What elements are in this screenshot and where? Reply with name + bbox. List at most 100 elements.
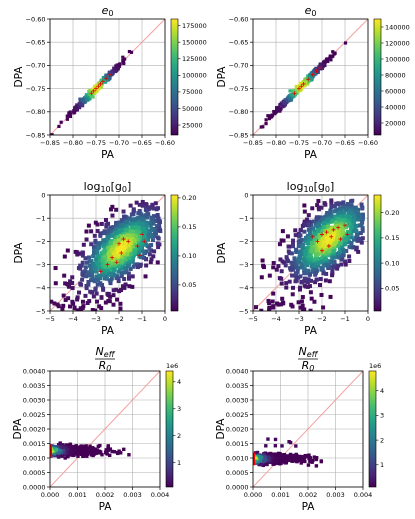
scatter-point: [260, 258, 265, 263]
scatter-point: [106, 291, 111, 296]
scatter-point: [133, 222, 138, 227]
scatter-point: [321, 63, 325, 67]
scatter-point: [360, 228, 365, 233]
scatter-point: [294, 276, 299, 281]
scatter-point: [84, 93, 88, 97]
highlight-marker: [104, 76, 109, 81]
scatter-point: [313, 69, 318, 74]
scatter-point: [325, 263, 330, 268]
scatter-point: [98, 233, 103, 238]
scatter-point: [148, 221, 153, 226]
scatter-point: [128, 203, 133, 208]
highlight-marker: [329, 234, 334, 239]
scatter-point: [336, 263, 341, 268]
colorbar-tick-label: 2: [177, 432, 181, 440]
scatter-point: [305, 240, 310, 245]
scatter-point: [282, 459, 287, 463]
scatter-point: [344, 236, 349, 241]
scatter-point: [103, 218, 108, 223]
scatter-point: [339, 262, 344, 267]
scatter-point: [344, 206, 349, 211]
colorbar-tick-label: 0.15: [182, 223, 196, 231]
y-tick-label: 0.0040: [226, 367, 249, 375]
scatter-point: [115, 297, 120, 302]
y-tick-label: 0.0025: [23, 411, 46, 419]
scatter-point: [267, 116, 272, 121]
colorbar-tick-label: 0.20: [182, 194, 196, 202]
scatter-point: [113, 230, 118, 235]
scatter-point: [290, 244, 295, 249]
colorbar-tick-label: 1: [177, 459, 181, 467]
scatter-point: [91, 254, 96, 259]
chart-panel-4: 0.000 0.001 0.002 0.003 0.004 0.0000 0.0005 0.0…: [12, 345, 181, 513]
scatter-point: [107, 266, 112, 271]
scatter-point: [307, 234, 312, 239]
scatter-point: [350, 244, 355, 249]
scatter-point: [129, 252, 134, 257]
scatter-point: [89, 229, 94, 234]
scatter-point: [140, 254, 145, 259]
scatter-point: [328, 54, 332, 58]
x-tick-label: −0.80: [266, 139, 286, 147]
scatter-point: [107, 272, 112, 277]
x-tick-label: −5: [45, 315, 55, 323]
scatter-point: [80, 250, 85, 255]
scatter-point: [106, 256, 111, 261]
scatter-point: [278, 257, 283, 262]
scatter-point: [338, 206, 343, 211]
scatter-point: [106, 231, 111, 236]
scatter-point: [78, 102, 82, 106]
scatter-point: [127, 275, 132, 280]
scatter-point: [328, 56, 332, 60]
scatter-point: [294, 444, 298, 448]
scatter-point: [72, 453, 76, 457]
scatter-point: [101, 239, 106, 244]
scatter-point: [340, 245, 345, 250]
x-tick-label: −2: [114, 315, 124, 323]
scatter-point: [356, 249, 361, 254]
scatter-point: [78, 100, 83, 104]
scatter-point: [109, 272, 114, 277]
scatter-point: [274, 457, 278, 461]
scatter-point: [60, 454, 64, 458]
scatter-point: [148, 205, 153, 210]
x-tick-label: −2: [317, 315, 327, 323]
scatter-point: [266, 114, 270, 118]
x-tick-label: −5: [248, 315, 258, 323]
scatter-point: [279, 238, 284, 243]
scatter-point: [114, 227, 119, 232]
scatter-point: [292, 455, 296, 459]
scatter-point: [138, 235, 143, 240]
scatter-point: [75, 295, 80, 300]
scatter-point: [75, 252, 80, 257]
scatter-point: [119, 266, 124, 271]
scatter-point: [336, 217, 341, 222]
x-tick-label: −3: [294, 315, 304, 323]
scatter-point: [141, 226, 146, 231]
scatter-point: [62, 273, 67, 278]
scatter-point: [308, 75, 313, 79]
scatter-point: [132, 238, 137, 243]
scatter-point: [84, 446, 88, 451]
scatter-point: [104, 450, 108, 454]
scatter-point: [347, 221, 352, 226]
scatter-point: [310, 249, 315, 254]
scatter-point: [314, 457, 319, 462]
plot-frame: [49, 194, 166, 312]
highlight-marker: [50, 451, 52, 456]
plot-frame: [49, 18, 166, 136]
scatter-point: [107, 254, 112, 259]
scatter-point: [115, 249, 120, 254]
scatter-point: [269, 455, 274, 459]
scatter-point: [67, 111, 71, 115]
scatter-point: [343, 262, 348, 267]
scatter-point: [307, 257, 312, 262]
scatter-point: [81, 273, 86, 278]
scatter-point: [358, 231, 363, 236]
highlight-marker: [292, 91, 297, 96]
scatter-point: [280, 444, 284, 448]
scatter-point: [50, 299, 54, 304]
scatter-point: [144, 242, 149, 247]
scatter-point: [303, 284, 308, 289]
highlight-marker: [98, 269, 103, 274]
